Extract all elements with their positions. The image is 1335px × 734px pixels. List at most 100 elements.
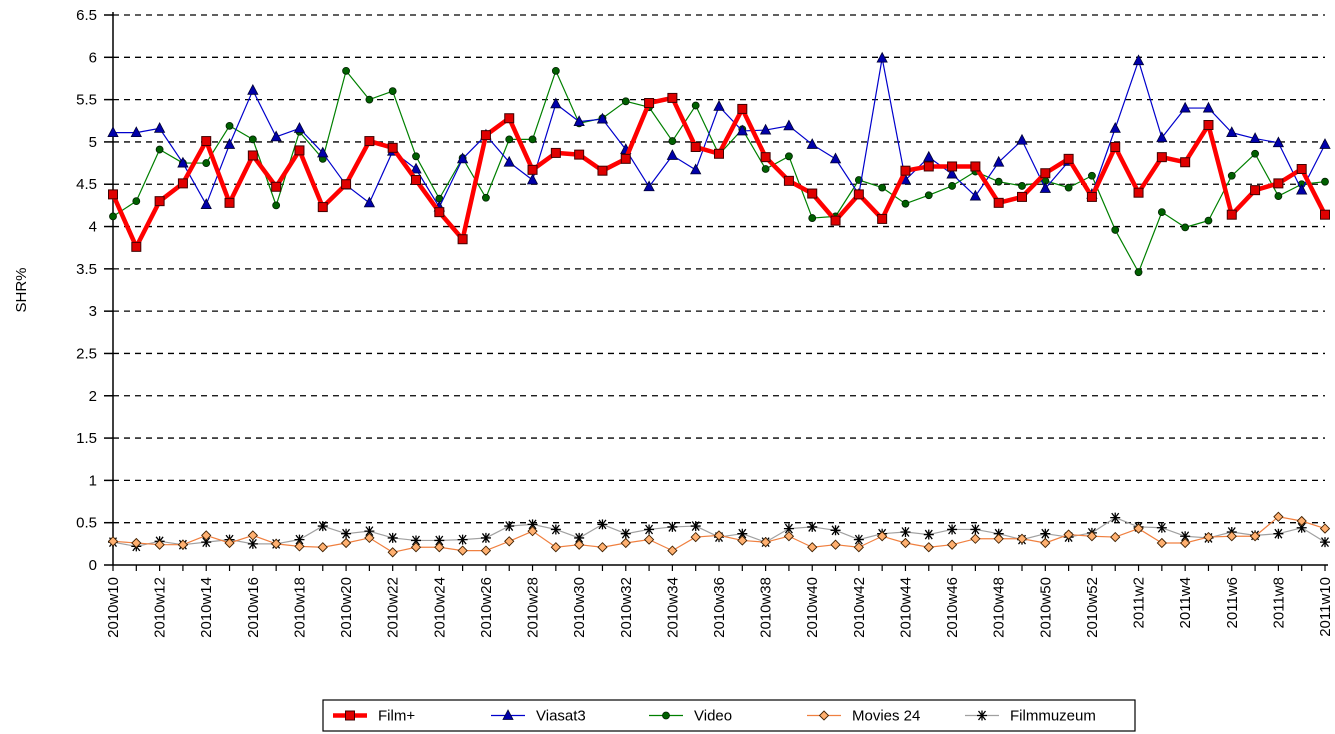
data-point [923,150,935,162]
data-point [644,98,655,108]
data-point [620,153,631,164]
data-point [1179,101,1191,113]
data-point [993,533,1004,544]
x-tick-label: 2011w4 [1177,577,1194,628]
data-point [1132,54,1145,66]
data-point [901,199,910,208]
data-point [1273,178,1284,189]
data-point [388,87,397,96]
data-point [1204,216,1213,225]
data-point [643,180,655,192]
data-point [1180,157,1191,168]
data-point [946,539,958,550]
y-tick-label: 2 [89,388,97,405]
data-point [410,542,422,553]
legend-label: Filmmuzeum [1010,708,1096,725]
y-tick-label: 3.5 [76,261,97,278]
x-tick-label: 2010w20 [338,577,355,638]
data-point [130,126,142,138]
data-point [1319,138,1331,149]
data-point [504,521,515,532]
data-point [1319,523,1331,534]
data-point [1110,531,1121,543]
data-point [690,163,702,175]
data-point [177,178,188,189]
data-point [923,542,934,553]
data-point [923,529,934,540]
data-point [1296,164,1307,174]
x-tick-label: 2010w40 [804,577,821,638]
data-point [1133,187,1144,198]
data-point [690,142,701,152]
x-tick-label: 2010w46 [944,577,961,638]
data-point [364,532,375,544]
data-point [667,521,678,532]
legend-marker [502,709,514,720]
legend-label: Viasat3 [536,708,586,725]
x-tick-label: 2010w16 [245,577,262,638]
data-point [807,188,818,199]
data-point [644,524,655,535]
data-point [317,202,328,213]
data-point [293,122,306,133]
data-point [480,545,492,556]
y-tick-label: 4 [89,219,97,236]
data-point [876,51,888,63]
data-point [200,198,212,209]
data-point [1110,512,1121,523]
x-tick-label: 2010w34 [664,577,681,638]
x-tick-label: 2011w8 [1270,577,1287,628]
data-point [550,524,561,535]
data-point [808,214,817,222]
data-point [620,528,631,539]
y-tick-label: 1 [89,472,97,489]
data-point [690,531,701,543]
data-point [317,521,328,532]
data-point [1088,171,1096,180]
data-point [1086,191,1097,202]
data-point [667,92,678,103]
data-point [109,212,117,221]
data-point [271,538,282,549]
data-point [1251,149,1259,158]
data-point [1111,226,1120,234]
x-tick-label: 2010w24 [431,577,448,638]
data-point [760,537,771,548]
data-point [853,534,864,545]
data-point [550,147,561,158]
data-point [340,537,352,549]
data-point [783,119,795,131]
data-point [1249,531,1261,542]
data-point [108,189,118,200]
data-point [1250,185,1261,196]
legend-box [322,699,1136,732]
data-point [969,189,982,201]
data-point [1134,268,1143,277]
data-point [294,534,305,545]
data-point [900,527,911,537]
data-point [131,537,142,549]
x-tick-label: 2010w18 [291,577,308,638]
data-point [107,126,119,138]
data-point [528,135,537,144]
data-point [365,95,374,104]
x-tick-label: 2010w50 [1037,577,1054,638]
data-point [830,539,841,550]
data-point [1109,122,1121,133]
data-point [970,524,981,535]
data-point [457,534,468,545]
x-tick-label: 2010w10 [105,577,122,638]
data-point [1156,131,1168,143]
data-point [411,175,421,185]
data-point [1017,191,1027,202]
data-point [737,103,748,114]
data-point [1296,515,1307,527]
data-point [1133,523,1144,534]
data-point [1296,522,1307,533]
data-point [153,122,166,133]
x-tick-label: 2010w44 [897,577,914,638]
data-point [247,538,258,549]
data-point [270,130,282,142]
data-point [1272,136,1285,148]
